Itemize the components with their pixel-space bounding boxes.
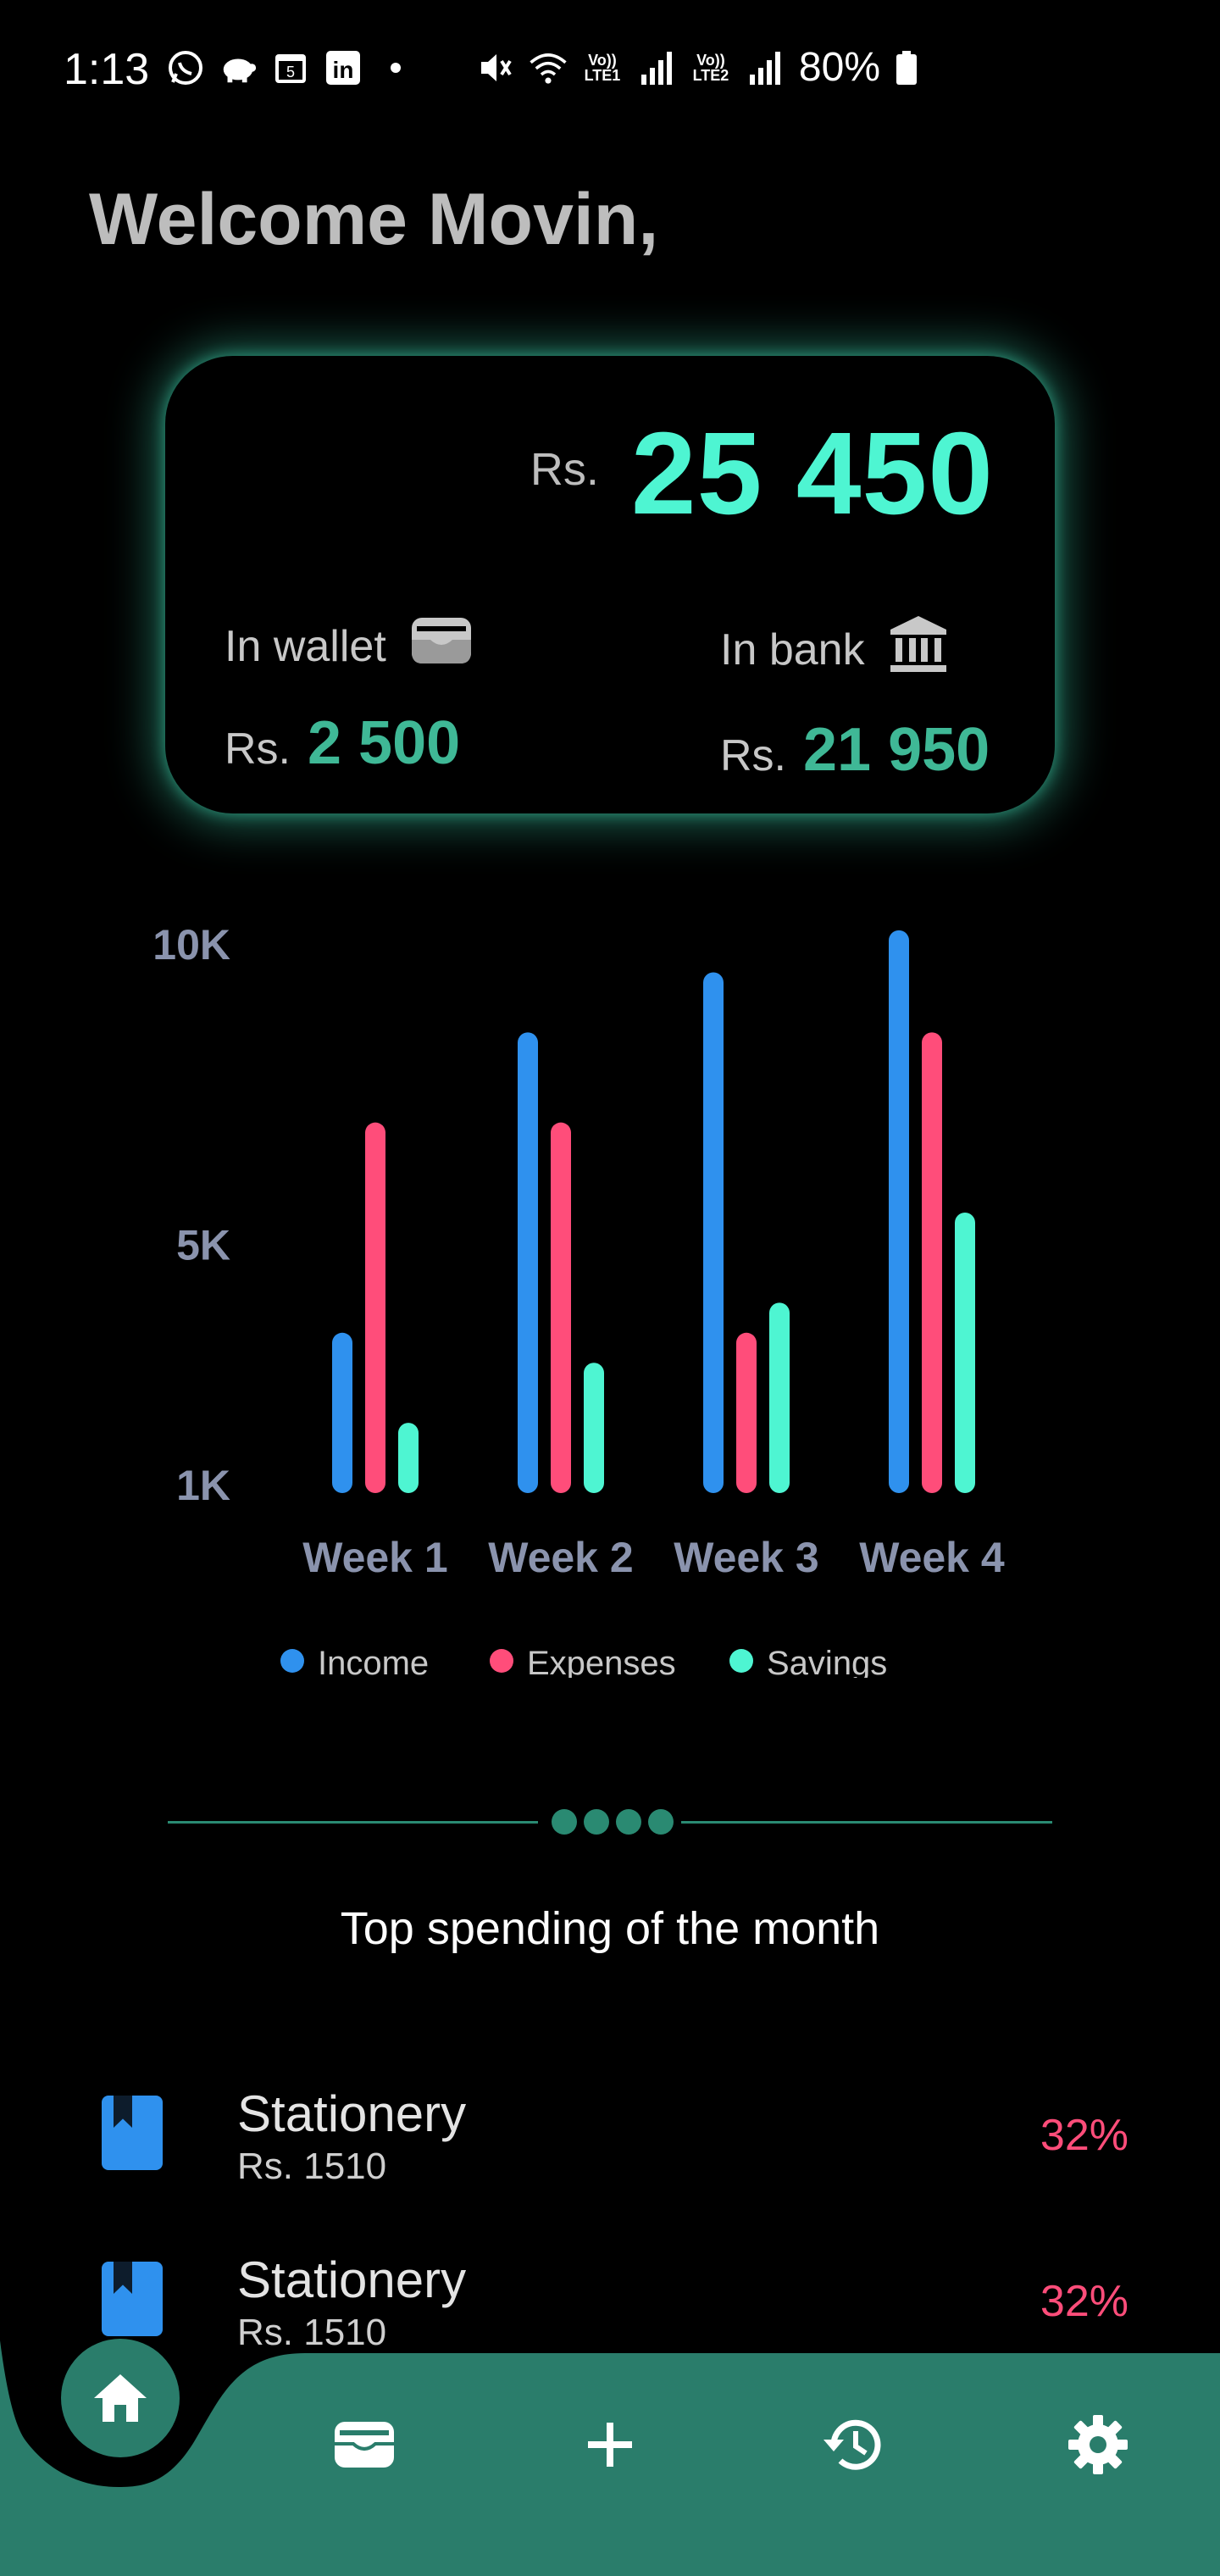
y-tick-label: 5K [176,1221,230,1269]
spend-percent: 32% [1040,2111,1128,2160]
lte2-label: Vo)) LTE2 [690,49,731,86]
list-item[interactable]: Stationery Rs. 1510 32% [0,2234,1220,2400]
y-tick-label: 10K [152,921,230,969]
y-tick-label: 1K [176,1462,230,1509]
x-tick-label: Week 2 [488,1534,633,1581]
nav-settings-button[interactable] [1064,2411,1132,2479]
chart-bar [703,972,724,1493]
spend-category: Stationery [237,2085,467,2142]
signal2-icon [745,49,785,86]
legend-dot-icon [729,1649,753,1673]
mute-icon [474,49,514,86]
legend-dot-icon [490,1649,513,1673]
status-bar: 1:13 5 in Vo)) LTE1 Vo)) LTE2 [0,0,1220,148]
nav-add-button[interactable] [576,2411,644,2479]
chart-bar [922,1032,942,1493]
calendar-badge: 5 [286,64,295,80]
top-spending-list: Stationery Rs. 1510 32% Stationery Rs. 1… [0,2068,1220,2400]
spend-amount: Rs. 1510 [237,2146,387,2187]
linkedin-icon: in [323,49,363,86]
bank-balance: In bank Rs. 21 950 [720,614,990,785]
spend-percent: 32% [1040,2277,1128,2326]
spend-category: Stationery [237,2251,467,2308]
list-item[interactable]: Stationery Rs. 1510 32% [0,2068,1220,2234]
bookmark-icon [102,2096,163,2170]
total-balance: Rs. 25 450 [530,407,994,541]
chart-bar [955,1213,975,1493]
history-icon [824,2419,881,2470]
spend-amount: Rs. 1510 [237,2312,387,2353]
status-time: 1:13 [64,45,150,94]
piggy-bank-icon [218,49,258,86]
legend-label: Savings [767,1645,887,1678]
page-dot[interactable] [552,1809,577,1835]
system-icons: Vo)) LTE1 Vo)) LTE2 80% [474,44,919,91]
signal1-icon [636,49,677,86]
wallet-amount: 2 500 [308,709,461,777]
chart-bar [518,1032,538,1493]
more-notifications-dot-icon [375,49,416,86]
bank-currency: Rs. [720,731,786,780]
x-tick-label: Week 4 [859,1534,1005,1581]
chart-svg: 10K 5K 1K Week 1 Week 2 Week 3 Week 4 Income Exp… [152,921,1005,1678]
x-tick-label: Week 1 [302,1534,447,1581]
chart-bar [769,1302,790,1493]
lte1-text: Vo)) LTE1 [584,51,621,84]
legend-label: Income [318,1645,429,1678]
page-dot[interactable] [584,1809,609,1835]
chart-bar [332,1332,352,1493]
nav-history-button[interactable] [818,2411,886,2479]
nav-wallet-button[interactable] [330,2411,398,2479]
welcome-heading: Welcome Movin, [89,179,659,260]
legend-label: Expenses [527,1645,676,1678]
bookmark-icon [102,2262,163,2336]
whatsapp-icon [165,49,206,86]
chart-bar [551,1122,571,1493]
page-dot[interactable] [616,1809,641,1835]
divider-line-right [681,1821,1052,1824]
chart-bar [736,1332,757,1493]
home-icon [94,2374,147,2422]
wallet-icon [335,2422,394,2468]
chart-bar [584,1363,604,1493]
lte2-text: Vo)) LTE2 [692,51,729,84]
bank-label: In bank [720,625,865,675]
total-amount: 25 450 [630,408,994,539]
bank-amount: 21 950 [803,716,990,784]
page-dot[interactable] [648,1809,674,1835]
total-currency: Rs. [530,444,599,495]
chart-bar [365,1122,385,1493]
divider-line-left [168,1821,538,1824]
balance-card[interactable]: Rs. 25 450 In wallet Rs. 2 500 In bank R… [165,356,1055,813]
wallet-currency: Rs. [225,724,291,774]
battery-icon [894,49,919,86]
wifi-icon [528,49,568,86]
chart-bar [889,930,909,1493]
lte1-label: Vo)) LTE1 [582,49,623,86]
wallet-label: In wallet [225,621,386,671]
bottom-navigation [0,2339,1220,2576]
nav-home-button[interactable] [61,2339,180,2457]
chart-bar [398,1423,419,1493]
legend-dot-icon [280,1649,304,1673]
plus-icon [588,2423,632,2467]
bank-icon [889,614,948,685]
wallet-balance: In wallet Rs. 2 500 [225,614,473,778]
x-tick-label: Week 3 [674,1534,818,1581]
notification-icons: 5 in [165,49,416,86]
linkedin-label: in [333,57,354,83]
wallet-icon [410,614,473,678]
calendar-icon: 5 [270,49,311,86]
section-title: Top spending of the month [340,1903,880,1954]
weekly-bar-chart: 10K 5K 1K Week 1 Week 2 Week 3 Week 4 Income Exp… [0,915,1220,1678]
page-dots [552,1805,674,1835]
settings-icon [1068,2415,1128,2474]
battery-percent: 80% [798,45,880,90]
carousel-indicator [168,1805,1052,1839]
